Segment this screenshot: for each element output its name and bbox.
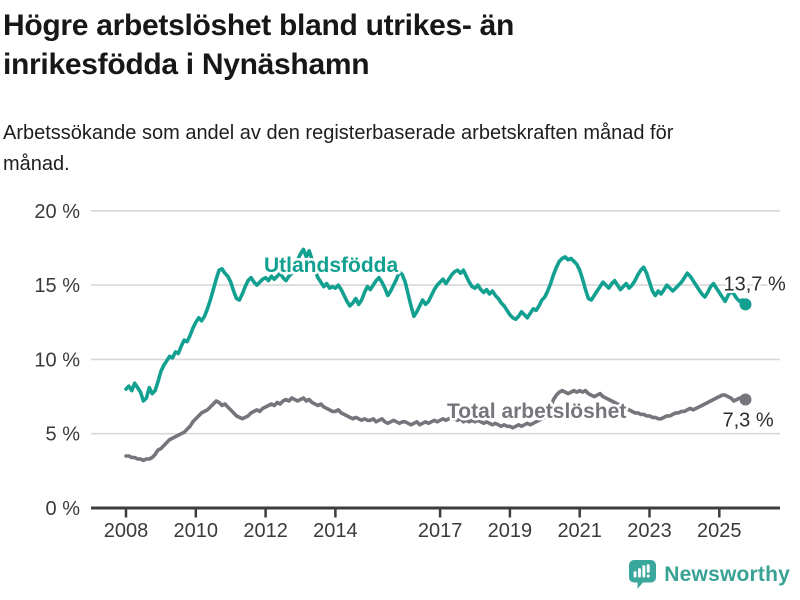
series-line-1 <box>124 388 748 463</box>
series-end-label-0: 13,7 % <box>723 273 785 295</box>
brand-name: Newsworthy <box>664 562 790 586</box>
series-end-dot-0 <box>739 298 752 311</box>
chart-subtitle: Arbetssökande som andel av den registerb… <box>3 122 674 175</box>
series-label-0: Utlandsfödda <box>264 254 398 277</box>
logo-exclamation-stem <box>647 564 650 573</box>
logo-bar-2 <box>638 568 642 578</box>
x-tick-label-2010: 2010 <box>174 520 219 542</box>
y-tick-label-15: 15 % <box>34 275 80 297</box>
series-label-1: Total arbetslöshet <box>447 400 626 423</box>
chart-title: Högre arbetslöshet bland utrikes- än inr… <box>3 9 514 81</box>
y-tick-label-0: 0 % <box>46 498 81 520</box>
series-end-dot-1 <box>739 393 752 406</box>
y-tick-label-20: 20 % <box>34 201 80 223</box>
x-tick-label-2019: 2019 <box>488 520 533 542</box>
logo-bar-1 <box>633 571 637 578</box>
logo-exclamation-dot <box>647 574 650 578</box>
series-line-0 <box>124 247 748 403</box>
x-tick-label-2023: 2023 <box>627 520 672 542</box>
x-tick-label-2012: 2012 <box>243 520 288 542</box>
x-tick-label-2008: 2008 <box>104 520 149 542</box>
x-tick-label-2017: 2017 <box>418 520 463 542</box>
logo-bar-3 <box>642 565 646 578</box>
newsworthy-logo-icon <box>629 560 657 589</box>
series-end-label-1: 7,3 % <box>722 410 773 432</box>
x-tick-label-2021: 2021 <box>557 520 602 542</box>
x-tick-label-2014: 2014 <box>313 520 358 542</box>
brand-footer: Newsworthy <box>628 559 790 590</box>
y-tick-label-5: 5 % <box>46 424 81 446</box>
y-tick-label-10: 10 % <box>34 349 80 371</box>
x-tick-label-2025: 2025 <box>697 520 742 542</box>
